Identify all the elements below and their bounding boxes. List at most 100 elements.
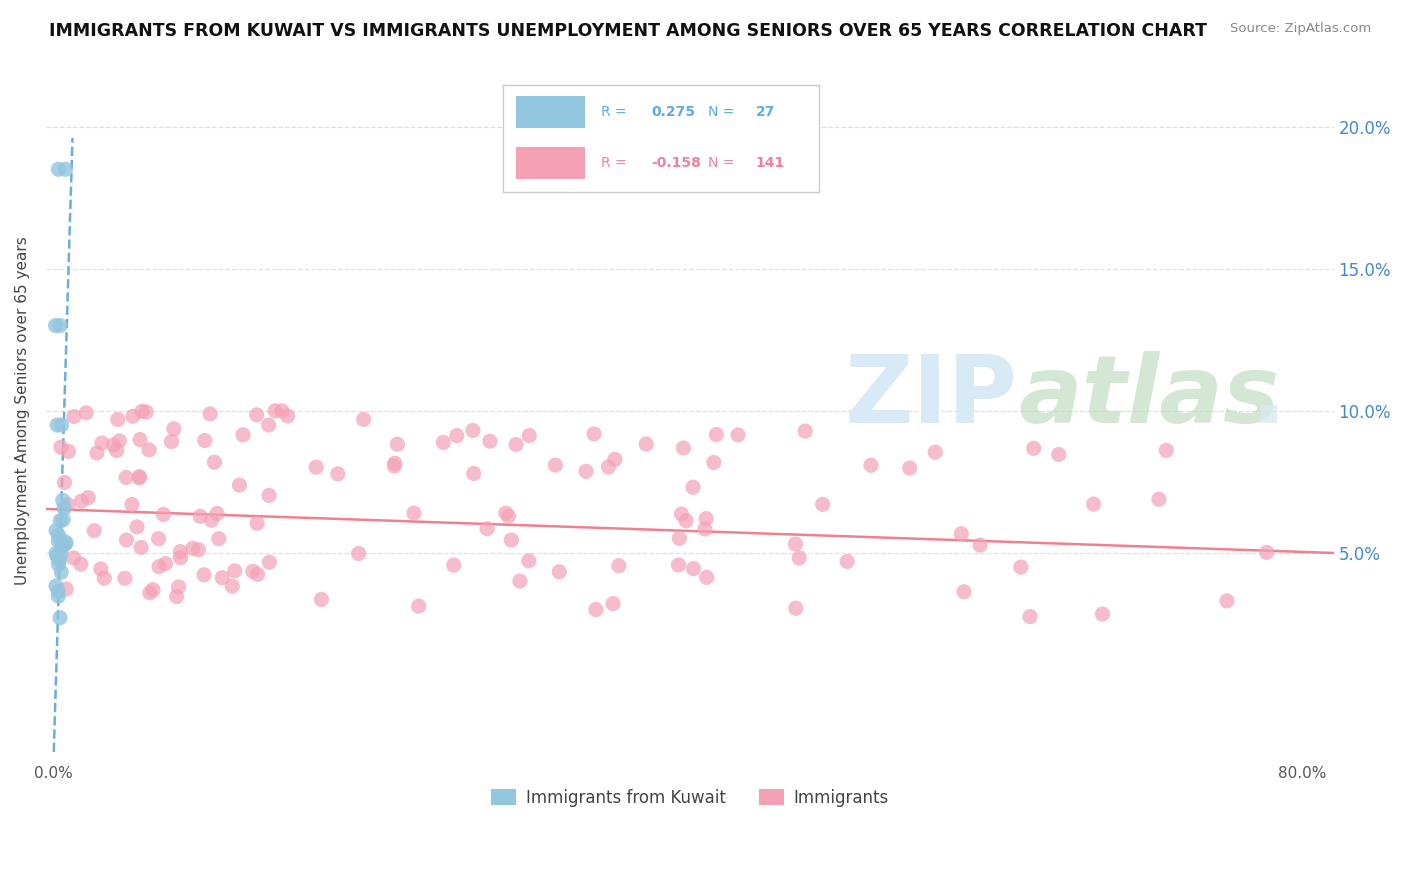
Point [475,522,498,536]
Point [246,408,269,422]
Point [277,409,299,423]
Point [224,564,246,578]
Point [75,406,97,420]
Point [56,498,79,512]
Point [115,533,138,547]
Point [1147,492,1170,507]
Point [408,599,430,614]
Point [246,516,269,531]
Point [501,533,523,547]
Point [48,162,70,177]
Point [353,412,375,426]
Point [155,557,177,571]
Point [45,546,67,560]
Point [48,558,70,572]
Point [58,444,80,458]
Point [607,558,630,573]
Point [575,464,598,478]
Point [83,524,105,538]
Point [55,582,77,596]
Point [1091,607,1114,621]
Point [242,564,264,578]
Point [55,535,77,549]
Point [727,428,749,442]
Point [682,480,704,494]
Point [311,592,333,607]
Point [208,532,231,546]
Point [259,555,281,569]
Point [125,520,148,534]
Point [70,494,93,508]
Point [1216,594,1239,608]
Point [49,318,72,333]
Point [45,318,67,333]
Point [221,579,243,593]
Point [204,455,226,469]
Point [128,471,150,485]
Point [446,428,468,442]
Point [69,558,91,572]
Point [115,470,138,484]
Point [898,461,921,475]
Point [121,409,143,424]
Point [86,446,108,460]
Point [93,571,115,585]
Point [138,442,160,457]
Point [51,540,73,554]
Point [517,428,540,442]
Point [668,532,690,546]
Point [695,511,717,525]
Text: ZIP: ZIP [845,351,1017,443]
Point [48,528,70,542]
Point [46,589,69,603]
Point [548,565,571,579]
Point [969,538,991,552]
Point [160,434,183,449]
Point [187,542,209,557]
Point [46,584,69,599]
Point [837,554,859,568]
Point [1083,497,1105,511]
Point [257,488,280,502]
Point [693,522,716,536]
Point [105,443,128,458]
Point [509,574,531,588]
Point [49,547,72,561]
Point [461,424,484,438]
Point [211,571,233,585]
Point [200,513,222,527]
Point [53,501,76,516]
Point [794,424,817,438]
Point [583,426,606,441]
Point [432,435,454,450]
Point [704,427,727,442]
Point [62,550,84,565]
Point [193,567,215,582]
Point [51,418,73,433]
Text: atlas: atlas [1018,351,1279,443]
Point [271,404,294,418]
Point [52,512,75,526]
Point [787,551,810,566]
Y-axis label: Unemployment Among Seniors over 65 years: Unemployment Among Seniors over 65 years [15,236,30,585]
Point [384,456,406,470]
Point [108,434,131,448]
Point [498,509,520,524]
Point [326,467,349,481]
Point [479,434,502,449]
Point [121,498,143,512]
Point [51,538,73,552]
Point [347,547,370,561]
Point [443,558,465,573]
Point [148,559,170,574]
Point [382,459,405,474]
Point [232,428,254,442]
Point [45,524,67,538]
Point [953,584,976,599]
Point [668,558,690,572]
Point [1256,545,1278,559]
Point [131,404,153,418]
Point [49,440,72,454]
Point [169,550,191,565]
Point [198,407,221,421]
